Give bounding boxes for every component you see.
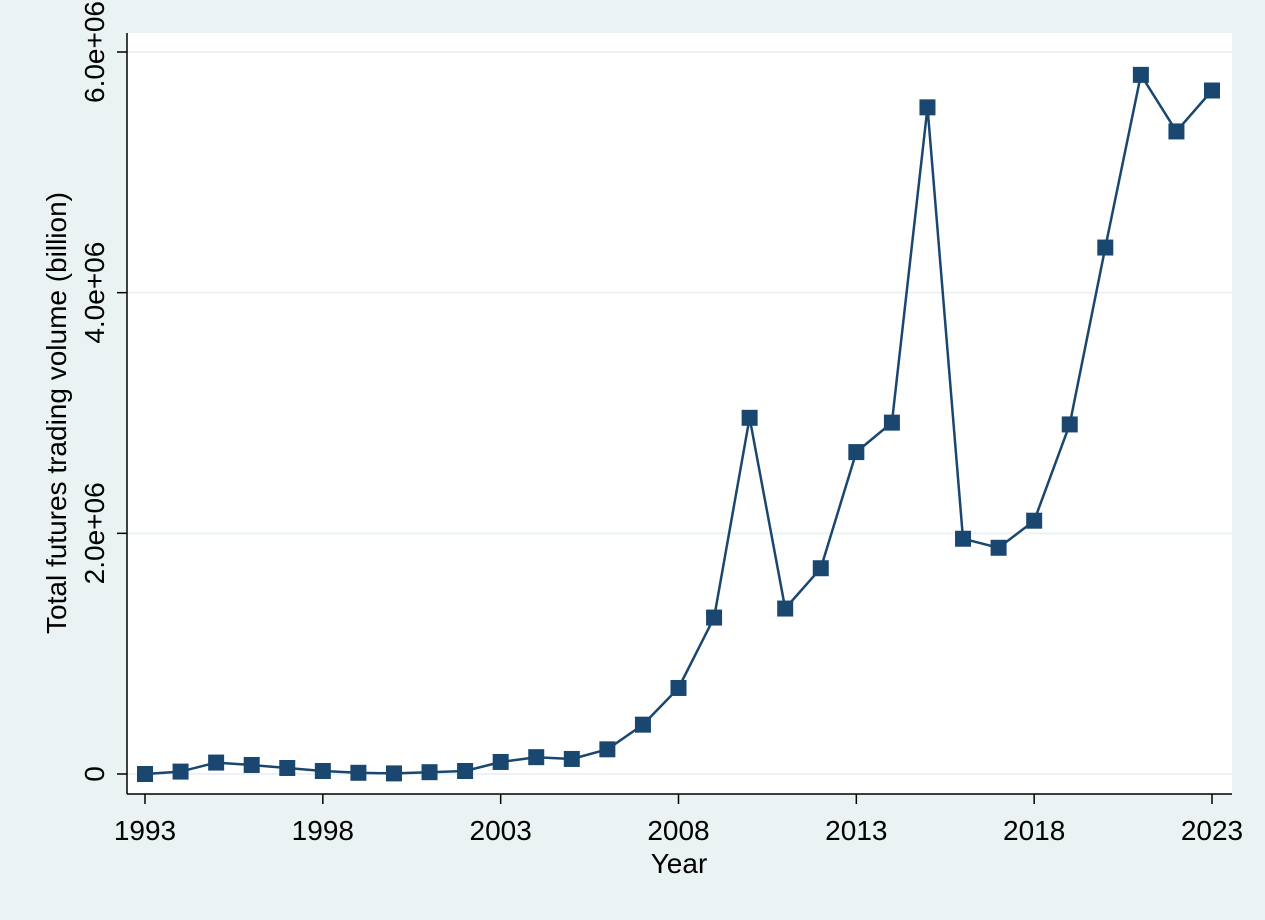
gridlines <box>127 51 1232 775</box>
x-tick-label: 2023 <box>1181 815 1243 846</box>
data-point-marker <box>528 749 545 766</box>
data-point-marker <box>208 754 225 771</box>
data-point-marker <box>1168 123 1185 140</box>
x-axis-ticks: 1993 1998 2003 2008 2013 2018 2023 <box>114 794 1243 846</box>
data-point-marker <box>243 756 260 773</box>
data-point-marker <box>1204 82 1220 99</box>
data-point-marker <box>848 444 865 461</box>
data-point-marker <box>599 741 616 758</box>
data-point-marker <box>990 539 1007 556</box>
data-point-marker <box>385 765 402 782</box>
data-point-marker <box>172 763 189 780</box>
series-group <box>137 66 1220 782</box>
data-point-marker <box>706 609 723 626</box>
data-point-marker <box>634 716 651 733</box>
y-axis-title: Total futures trading volume (billion) <box>41 192 72 634</box>
data-point-marker <box>812 560 829 577</box>
data-point-marker <box>955 530 972 547</box>
data-point-marker <box>1132 66 1149 83</box>
y-tick-label: 0 <box>79 766 110 782</box>
x-tick-label: 2018 <box>1003 815 1065 846</box>
data-point-marker <box>137 766 153 782</box>
y-tick-label: 2.0e+06 <box>79 482 110 584</box>
y-tick-label: 6.0e+06 <box>79 1 110 103</box>
plot-area <box>127 33 1232 794</box>
x-tick-label: 1993 <box>114 815 176 846</box>
data-point-marker <box>457 762 474 779</box>
data-point-marker <box>421 764 438 781</box>
data-point-marker <box>1097 239 1114 256</box>
data-point-marker <box>492 753 509 770</box>
data-point-marker <box>350 764 367 781</box>
data-point-marker <box>741 409 758 426</box>
x-tick-label: 2003 <box>470 815 532 846</box>
x-axis-title: Year <box>651 848 708 879</box>
x-tick-label: 1998 <box>292 815 354 846</box>
data-point-marker <box>883 414 900 431</box>
data-point-marker <box>563 750 580 767</box>
data-point-marker <box>279 759 296 776</box>
data-point-marker <box>1026 512 1043 529</box>
data-point-marker <box>919 99 936 116</box>
y-tick-label: 4.0e+06 <box>79 242 110 344</box>
x-tick-label: 2013 <box>825 815 887 846</box>
data-point-marker <box>314 762 331 779</box>
x-tick-label: 2008 <box>647 815 709 846</box>
y-axis-ticks: 0 2.0e+06 4.0e+06 6.0e+06 <box>79 1 127 782</box>
data-point-marker <box>670 679 687 696</box>
data-point-marker <box>777 600 794 617</box>
data-point-marker <box>1061 416 1078 433</box>
